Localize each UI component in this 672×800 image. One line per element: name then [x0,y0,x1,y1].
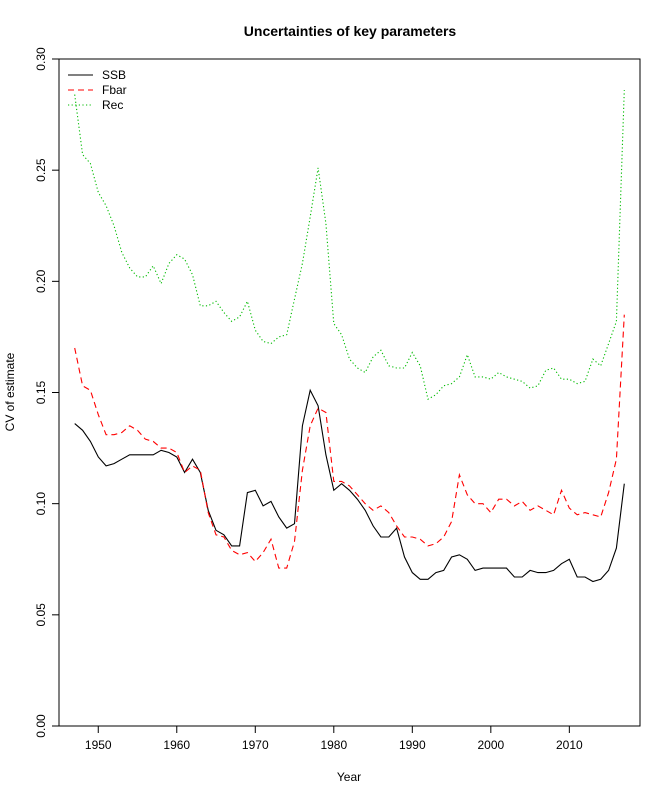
y-axis: 0.00 0.05 0.10 0.15 0.20 0.25 0.30 [34,47,59,738]
y-tick-label: 0.10 [34,492,48,516]
x-tick-label: 1960 [163,738,190,752]
x-tick-label: 1980 [320,738,347,752]
chart-title: Uncertainties of key parameters [244,23,457,39]
series-line-rec [74,90,625,401]
y-tick-label: 0.15 [34,380,48,404]
y-tick-label: 0.00 [34,714,48,738]
y-tick-label: 0.30 [34,47,48,71]
x-tick-label: 1950 [85,738,112,752]
series-line-ssb [74,388,625,583]
x-tick-label: 2010 [556,738,583,752]
series-layer [74,90,625,583]
legend-label-fbar: Fbar [102,83,127,97]
x-tick-label: 2000 [477,738,504,752]
y-tick-label: 0.25 [34,158,48,182]
legend-label-ssb: SSB [102,68,126,82]
plot-frame [58,58,641,727]
y-tick-label: 0.20 [34,269,48,293]
legend-label-rec: Rec [102,98,123,112]
y-tick-label: 0.05 [34,603,48,627]
y-axis-label: CV of estimate [3,352,17,431]
x-tick-label: 1970 [242,738,269,752]
x-axis-label: Year [337,770,361,784]
x-tick-label: 1990 [399,738,426,752]
x-axis: 1950 1960 1970 1980 1990 2000 2010 [85,726,583,752]
series-line-fbar [74,314,625,569]
